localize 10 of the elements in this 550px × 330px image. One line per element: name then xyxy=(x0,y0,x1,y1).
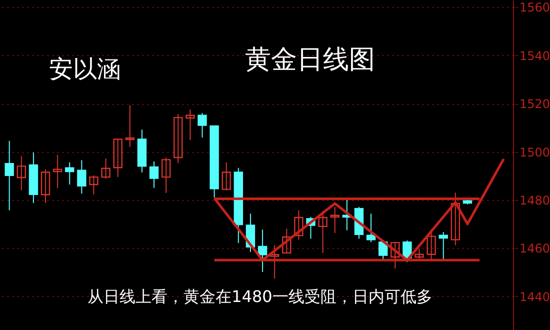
annotation: 从日线上看，黄金在1480一线受阻，日内可低多 xyxy=(88,287,432,306)
y-tick-label: 1520 xyxy=(520,97,550,112)
y-tick-label: 1440 xyxy=(520,290,550,304)
y-tick-label: 1540 xyxy=(520,48,550,63)
text: 黄金日线图 xyxy=(245,45,375,75)
y-tick-label: 1500 xyxy=(520,145,550,160)
y-tick-label: 1480 xyxy=(520,193,550,208)
y-tick-label: 1560 xyxy=(520,0,550,15)
y-tick-label: 1460 xyxy=(520,242,550,256)
annotation: 安以涵 xyxy=(49,55,121,83)
